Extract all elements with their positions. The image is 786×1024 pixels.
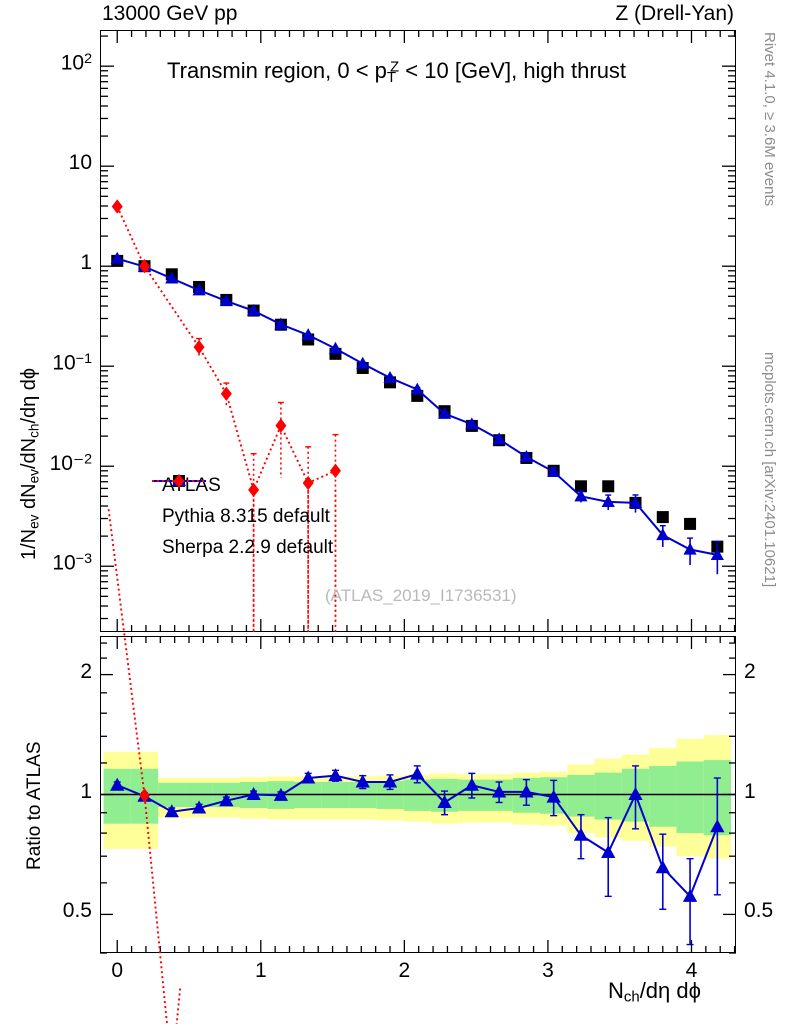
data-point-triangle [656,528,670,541]
ratio-point-triangle [573,827,589,841]
header-right: Z (Drell-Yan) [615,2,734,25]
legend-diamond [173,474,185,488]
ratio-point-triangle [519,784,534,798]
data-point-triangle [437,406,452,419]
x-axis-label-text: Nch/dη dϕ [608,978,701,1006]
ratio-point-triangle [628,787,643,801]
ratio-y-tick-label: 0.5 [62,899,92,923]
data-point-triangle [547,464,561,477]
ratio-y-tick-label: 2 [80,659,92,683]
ratio-point-triangle [682,888,698,902]
data-point-triangle [328,341,343,354]
data-point-triangle [165,271,179,284]
data-point-square [602,480,615,493]
uncertainty-band-inner [567,774,595,817]
sherpa-ratio-line [107,509,182,1024]
data-point-diamond [275,418,287,433]
legend-marker-diamond-icon [152,474,206,488]
main-y-tick-label: 10−3 [52,551,92,575]
x-axis-label: Nch/dη dϕ [608,978,701,1006]
uncertainty-band-inner [649,765,677,827]
ratio-point-diamond [139,788,151,803]
legend: ATLAS Pythia 8.315 default Sherpa 2.2.9 de… [150,470,333,563]
data-point-triangle [683,542,697,555]
ratio-y-tick-label: 0.5 [744,899,774,923]
data-point-diamond [111,199,123,214]
data-point-triangle [247,303,261,316]
data-point-triangle [710,547,724,560]
ratio-point-triangle [410,766,425,780]
main-y-tick-label: 1 [80,251,92,275]
data-point-triangle [410,382,424,395]
header-left: 13000 GeV pp [102,2,238,25]
data-point-diamond [220,386,232,401]
data-point-square [684,517,697,530]
main-plot-frame [100,30,736,632]
uncertainty-band-inner [103,768,131,824]
data-point-triangle [465,417,479,430]
ratio-point-triangle [219,793,234,807]
analysis-watermark: (ATLAS_2019_I1736531) [325,586,517,605]
ratio-point-triangle [655,860,670,874]
ratio-point-triangle [710,819,725,833]
data-point-triangle [192,283,206,296]
data-point-triangle [574,489,588,502]
ratio-point-triangle [491,784,507,798]
uncertainty-band-inner [676,761,704,834]
sherpa-main-line [116,206,336,493]
ratio-point-triangle [246,787,261,801]
ratio-y-tick-label: 1 [744,779,756,803]
uncertainty-band-inner [594,772,622,820]
data-point-triangle [356,356,370,369]
data-point-diamond [302,475,314,491]
legend-label: Pythia 8.315 default [162,505,330,527]
ratio-point-triangle [191,800,207,814]
data-point-square [656,511,669,524]
ratio-point-triangle [110,777,125,791]
data-point-diamond [139,259,151,274]
data-point-triangle [110,251,124,264]
ratio-point-triangle [464,777,479,791]
data-point-triangle [601,494,615,507]
plot-title: Transmin region, 0 < pTZ < 10 [GeV], hig… [167,58,626,86]
ratio-point-triangle [355,774,370,788]
ratio-point-triangle [437,794,452,808]
main-y-tick-label: 102 [60,51,92,75]
ratio-point-triangle [273,787,289,801]
data-point-triangle [628,495,643,508]
x-tick-label: 3 [542,959,554,982]
ratio-point-triangle [164,804,179,818]
main-y-tick-label: 10−1 [52,351,92,375]
data-point-triangle [383,370,397,383]
data-point-triangle [301,328,315,341]
ratio-point-triangle [382,774,398,788]
x-tick-label: 1 [254,959,267,982]
ratio-y-tick-label: 1 [80,779,92,803]
ratio-point-triangle [601,845,616,859]
plot-title-text: Transmin region, 0 < pTZ < 10 [GeV], hig… [167,58,627,86]
data-point-triangle [492,432,506,445]
ratio-point-triangle [301,770,316,784]
main-y-tick-label: 10 [68,151,92,175]
ratio-point-triangle [546,789,561,803]
data-point-diamond [193,340,205,355]
ratio-y-tick-label: 2 [744,659,756,683]
main-y-tick-label: 10⁻2 [49,451,92,476]
legend-item: Sherpa 2.2.9 default [150,474,334,563]
data-point-diamond [329,463,341,478]
data-point-triangle [274,317,288,330]
x-tick-label: 4 [685,959,698,982]
x-tick-label: 0 [111,959,124,982]
data-point-triangle [519,449,533,462]
legend-label: Sherpa 2.2.9 default [162,536,334,558]
data-point-square [574,480,587,493]
x-tick-label: 2 [398,959,411,982]
data-point-triangle [219,294,233,307]
ratio-point-triangle [328,768,343,782]
